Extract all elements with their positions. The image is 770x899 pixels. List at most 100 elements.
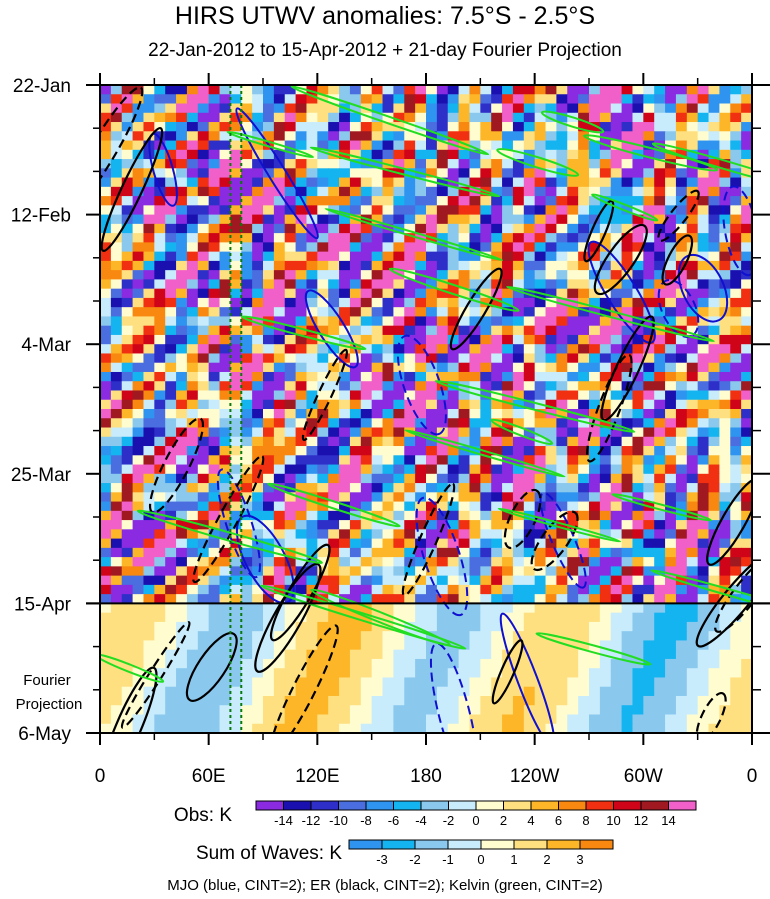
heat-cell [730,668,742,679]
heat-cell [132,325,145,336]
heat-cell [219,94,231,105]
heat-cell [100,196,112,206]
heat-cell [578,371,590,382]
heat-cell [165,483,177,493]
waves_legend-level: 0 [477,852,484,867]
heat-cell [176,186,188,197]
heat-cell [241,695,253,706]
heat-cell [100,705,112,716]
heat-cell [578,427,590,438]
heat-cell [393,242,405,253]
heat-cell [143,186,155,197]
heat-cell [241,631,253,642]
er-contour [254,562,322,673]
obs_legend-swatch [530,800,559,811]
heat-cell [730,677,742,688]
heat-cell [697,325,710,336]
heat-cell [415,103,427,114]
heat-cell [349,427,362,438]
heat-cell [219,566,231,577]
heat-cell [404,510,416,521]
heat-cell [100,603,112,614]
heat-cell [556,149,568,160]
heat-cell [534,94,547,105]
heat-cell [675,270,688,280]
heat-cell [252,501,264,512]
heat-cell [328,316,340,327]
heat-cell [165,131,177,142]
heat-cell [458,668,471,679]
heat-cell [469,658,481,669]
heat-cell [426,140,438,151]
er-contour [583,199,615,263]
heat-cell [458,122,471,132]
heat-cell [263,159,275,169]
heat-cell [132,344,145,355]
heat-cell [719,575,731,586]
heat-cell [197,344,210,355]
heat-cell [121,584,134,595]
heat-cell [480,455,492,466]
heat-cell [675,362,688,373]
heat-cell [143,399,155,410]
heat-cell [534,325,547,336]
heat-cell [436,297,449,308]
heat-cell [306,270,318,280]
heat-cell [382,112,394,123]
heat-cell [393,381,405,392]
heat-cell [241,149,253,160]
heat-cell [393,140,405,151]
heat-cell [480,705,492,716]
heat-cell [436,223,449,234]
heat-cell [447,381,460,392]
heat-cell [697,695,710,706]
heat-cell [186,658,199,669]
heat-cell [121,103,134,114]
heat-cell [512,409,525,419]
heat-cell [360,418,373,429]
heat-cell [349,547,362,558]
heat-cell [328,455,340,466]
heat-cell [197,427,210,438]
heat-cell [165,371,177,382]
heat-cell [328,103,340,114]
heat-cell [186,112,199,123]
heat-cell [132,483,145,493]
heat-cell [523,297,536,308]
heat-cell [273,131,286,142]
heat-cell [349,288,362,299]
heat-cell [197,316,210,327]
heat-cell [415,307,427,318]
heat-cell [371,492,384,503]
heat-cell [426,362,438,373]
er-contour [600,315,655,422]
heat-cell [675,168,688,179]
heat-cell [273,575,286,586]
heat-cell [339,353,351,364]
heat-cell [491,649,503,660]
heat-cell [643,723,655,733]
heat-cell [230,584,242,595]
heat-cell [512,668,525,679]
heat-cell [415,205,427,216]
heat-cell [719,94,731,105]
heat-cell [632,603,644,614]
heat-cell [132,122,145,132]
heat-cell [382,436,394,447]
heat-cell [458,233,471,243]
heat-cell [643,705,655,716]
heat-cell [512,603,525,614]
heat-cell [599,149,612,160]
heat-cell [154,122,166,132]
heat-cell [545,686,557,697]
heat-cell [132,714,145,725]
heat-cell [643,390,655,401]
heat-cell [458,260,471,271]
heat-cell [436,658,449,669]
heat-cell [610,538,623,549]
heat-cell [219,242,231,253]
heat-cell [328,649,340,660]
heat-cell [719,436,731,447]
heat-cell [741,520,752,530]
heat-cell [143,455,155,466]
